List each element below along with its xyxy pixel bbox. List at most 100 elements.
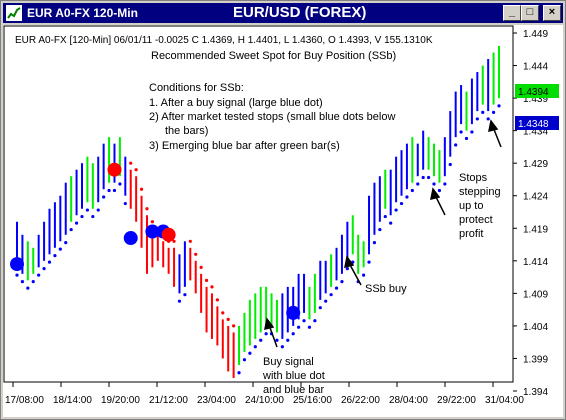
minimize-button[interactable]: _	[503, 5, 521, 21]
stop-dot	[362, 273, 366, 277]
signal-dots-layer	[10, 162, 301, 320]
stop-dot	[324, 299, 328, 303]
stop-dot	[464, 136, 469, 141]
stop-dot	[259, 338, 263, 342]
chart-title: EUR/USD (FOREX)	[233, 4, 367, 21]
stop-dot	[64, 240, 68, 245]
x-tick-label: 21/12:00	[149, 395, 188, 406]
x-axis: 17/08:00 18/14:00 19/20:00 21/12:00 23/04:00…	[5, 382, 524, 406]
close-button[interactable]: ×	[543, 5, 561, 21]
stop-dot	[275, 338, 279, 342]
stop-dot	[399, 201, 404, 206]
x-tick-label: 19/20:00	[101, 395, 140, 406]
price-chart[interactable]: EUR A0-FX [120-Min] 06/01/11 -0.0025 C 1…	[3, 25, 563, 417]
stop-dot	[443, 182, 447, 186]
buy-signal-label-3: and blue bar	[263, 384, 324, 396]
stop-dot	[242, 358, 247, 362]
maximize-button[interactable]: □	[521, 5, 539, 21]
stop-dot	[481, 110, 485, 115]
x-tick-label: 31/04:00	[485, 395, 524, 406]
stop-dot	[302, 319, 306, 323]
stop-dot	[437, 188, 442, 193]
stop-dot	[123, 201, 127, 206]
buy-signal-dot	[145, 224, 160, 239]
buy-signal-arrow-head	[264, 317, 275, 331]
stop-dot	[26, 286, 30, 290]
stop-dot	[80, 214, 84, 219]
stop-dot	[134, 168, 138, 172]
stop-dot	[448, 162, 452, 167]
stop-dot	[410, 188, 414, 193]
stop-dot	[91, 214, 95, 219]
price-tag-upper: 1.4394	[518, 87, 549, 98]
stops-label-1: Stops	[459, 172, 488, 184]
stop-dot	[378, 227, 382, 232]
stop-dot	[58, 247, 62, 251]
stop-dot	[172, 239, 176, 243]
price-tag-upper-bg	[515, 84, 559, 98]
buy-signal-dot	[123, 231, 138, 246]
x-tick-label: 24/10:00	[245, 395, 284, 406]
stop-dot	[232, 324, 236, 328]
stop-dot	[475, 117, 479, 121]
stop-dot	[15, 273, 19, 277]
x-tick-label: 17/08:00	[5, 395, 44, 406]
stop-dot	[199, 265, 203, 269]
stop-dot	[426, 175, 431, 180]
stop-dot	[470, 130, 474, 134]
condition-2-cont: the bars)	[165, 125, 208, 137]
stop-dot	[74, 221, 79, 225]
stop-dot	[139, 187, 144, 191]
x-tick-label: 18/14:00	[53, 395, 92, 406]
stop-dot	[383, 214, 387, 219]
stop-dot	[37, 273, 41, 277]
stop-dot	[20, 280, 25, 284]
window-title: EUR A0-FX 120-Min	[27, 6, 138, 20]
stop-dot	[237, 371, 241, 375]
stop-dot	[345, 267, 349, 271]
buy-signal-dot	[10, 257, 24, 272]
y-tick-label: 1.404	[523, 322, 548, 333]
subtitle: Recommended Sweet Spot for Buy Position …	[151, 50, 396, 62]
stop-dot	[372, 240, 377, 245]
stop-dot	[53, 254, 57, 258]
stop-dot	[421, 175, 425, 180]
sell-signal-dot	[161, 227, 176, 242]
stops-arrow-2-head	[488, 119, 499, 133]
stop-dot	[107, 188, 111, 193]
stop-dot	[286, 338, 290, 342]
condition-1: 1. After a buy signal (large blue dot)	[149, 97, 323, 109]
x-tick-label: 23/04:00	[197, 395, 236, 406]
stop-dot	[145, 207, 149, 211]
buy-signal-arrow	[268, 324, 278, 348]
price-tag-lower: 1.4348	[518, 119, 549, 130]
buy-signal-label-1: Buy signal	[263, 356, 314, 368]
stop-dot	[129, 161, 133, 165]
stops-label-3: up to	[459, 200, 483, 212]
ssb-buy-label: SSb buy	[365, 283, 407, 295]
chart-app-icon	[6, 5, 22, 21]
y-tick-label: 1.409	[523, 289, 548, 300]
stop-dot	[329, 293, 333, 297]
stop-dot	[221, 311, 225, 315]
stop-dot	[318, 306, 322, 310]
stop-dot	[432, 182, 436, 186]
y-tick-label: 1.399	[523, 354, 548, 365]
price-tag-lower-bg	[515, 116, 559, 130]
conditions-heading: Conditions for SSb:	[149, 82, 244, 94]
condition-3: 3) Emerging blue bar after green bar(s)	[149, 140, 340, 152]
stop-dot	[497, 104, 501, 108]
y-tick-label: 1.414	[523, 257, 548, 268]
ssb-arrow-head	[344, 255, 355, 269]
stop-dot	[405, 195, 409, 199]
info-line: EUR A0-FX [120-Min] 06/01/11 -0.0025 C 1…	[15, 35, 433, 46]
y-tick-label: 1.444	[523, 62, 548, 73]
condition-2: 2) After market tested stops (small blue…	[149, 111, 395, 123]
x-tick-label: 29/22:00	[437, 395, 476, 406]
x-tick-label: 25/16:00	[293, 395, 332, 406]
title-bar[interactable]: EUR A0-FX 120-Min EUR/USD (FOREX) _ □ ×	[3, 3, 563, 23]
ssb-arrow	[348, 262, 362, 286]
stop-dot	[248, 351, 252, 355]
stop-dot	[85, 208, 90, 212]
